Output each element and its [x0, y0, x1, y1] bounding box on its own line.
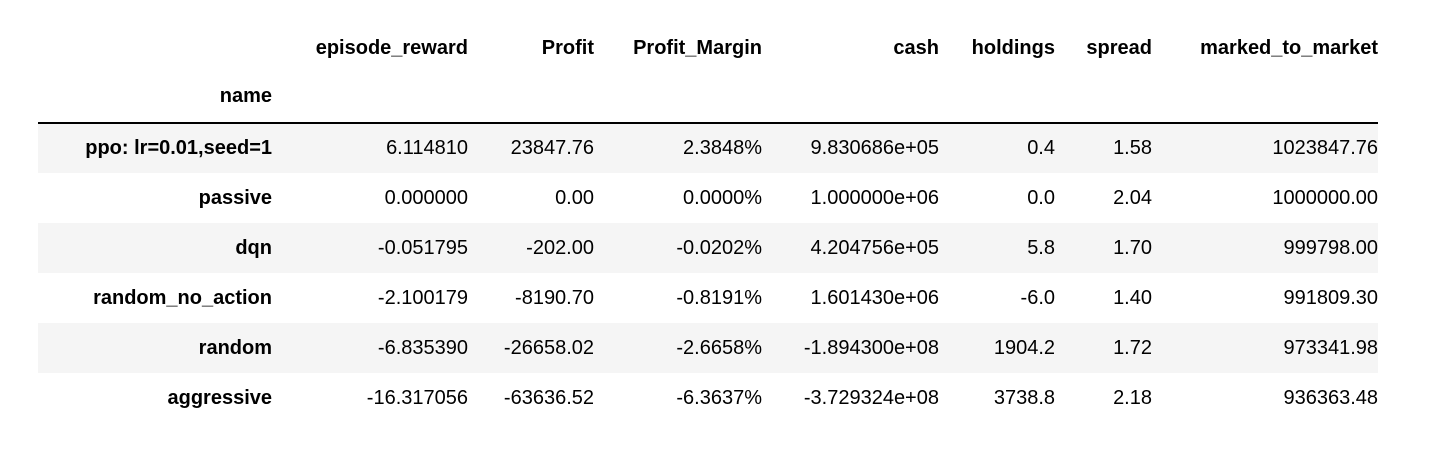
- column-header: holdings: [971, 36, 1055, 59]
- table-cell: 3738.8: [993, 386, 1055, 409]
- table-cell: -0.0202%: [676, 236, 762, 259]
- table-cell: 991809.30: [1283, 286, 1378, 309]
- table-row: aggressive -16.317056 -63636.52 -6.3637%…: [38, 373, 1378, 423]
- table-cell: 1023847.76: [1272, 137, 1378, 159]
- results-table: episode_reward Profit Profit_Margin cash…: [38, 26, 1378, 423]
- table-cell: 23847.76: [510, 137, 594, 159]
- table-cell: 6.114810: [386, 137, 468, 159]
- table-cell: 2.18: [1113, 386, 1152, 409]
- row-label: random: [198, 336, 272, 359]
- table-cell: -6.3637%: [676, 386, 762, 409]
- table-cell: 1.72: [1113, 336, 1152, 359]
- index-name-label: name: [219, 84, 272, 107]
- table-cell: 0.0: [1027, 186, 1055, 209]
- table-cell: 9.830686e+05: [810, 137, 939, 159]
- table-cell: -3.729324e+08: [803, 386, 939, 409]
- table-cell: 1.40: [1113, 286, 1152, 309]
- table-cell: 1.601430e+06: [810, 286, 939, 309]
- column-header-row: episode_reward Profit Profit_Margin cash…: [38, 26, 1378, 70]
- table-cell: 0.0000%: [683, 186, 762, 209]
- table-row: ppo: lr=0.01,seed=1 6.114810 23847.76 2.…: [38, 123, 1378, 173]
- row-label: ppo: lr=0.01,seed=1: [85, 137, 272, 159]
- table-cell: 1904.2: [993, 336, 1055, 359]
- table-cell: 1.000000e+06: [810, 186, 939, 209]
- table-cell: 999798.00: [1283, 236, 1378, 259]
- table-cell: 0.4: [1027, 137, 1055, 159]
- table-cell: -16.317056: [366, 386, 468, 409]
- table-cell: -6.0: [1020, 286, 1055, 309]
- table-header: episode_reward Profit Profit_Margin cash…: [38, 26, 1378, 123]
- row-label: aggressive: [167, 386, 272, 409]
- table-cell: -26658.02: [503, 336, 594, 359]
- table-cell: -2.100179: [377, 286, 468, 309]
- table-cell: 973341.98: [1283, 336, 1378, 359]
- table-cell: 0.000000: [384, 186, 468, 209]
- table-cell: 2.3848%: [683, 137, 762, 159]
- row-label: random_no_action: [93, 286, 272, 309]
- table-row: passive 0.000000 0.00 0.0000% 1.000000e+…: [38, 173, 1378, 223]
- row-label: passive: [198, 186, 272, 209]
- column-header: Profit: [541, 36, 594, 59]
- table-cell: -63636.52: [503, 386, 594, 409]
- table-cell: -0.8191%: [676, 286, 762, 309]
- table-cell: 0.00: [555, 186, 594, 209]
- column-header: cash: [893, 36, 939, 59]
- table-cell: -8190.70: [515, 286, 594, 309]
- table-body: ppo: lr=0.01,seed=1 6.114810 23847.76 2.…: [38, 123, 1378, 423]
- column-header: episode_reward: [315, 36, 468, 59]
- column-header: Profit_Margin: [633, 36, 762, 59]
- column-header: spread: [1086, 36, 1152, 59]
- index-corner: [38, 26, 272, 70]
- table-cell: 2.04: [1113, 186, 1152, 209]
- index-name-row: name: [38, 70, 1378, 123]
- table-cell: -6.835390: [377, 336, 468, 359]
- table-cell: -2.6658%: [676, 336, 762, 359]
- table-cell: -1.894300e+08: [803, 336, 939, 359]
- table-cell: 4.204756e+05: [810, 236, 939, 259]
- table-cell: 1000000.00: [1272, 186, 1378, 209]
- table-row: random_no_action -2.100179 -8190.70 -0.8…: [38, 273, 1378, 323]
- table-cell: 5.8: [1027, 236, 1055, 259]
- table-row: dqn -0.051795 -202.00 -0.0202% 4.204756e…: [38, 223, 1378, 273]
- table-row: random -6.835390 -26658.02 -2.6658% -1.8…: [38, 323, 1378, 373]
- table-cell: 1.70: [1113, 236, 1152, 259]
- table-cell: -202.00: [526, 236, 594, 259]
- row-label: dqn: [235, 236, 272, 259]
- table-cell: 1.58: [1113, 137, 1152, 159]
- table-cell: -0.051795: [377, 236, 468, 259]
- column-header: marked_to_market: [1200, 36, 1378, 59]
- table-cell: 936363.48: [1283, 386, 1378, 409]
